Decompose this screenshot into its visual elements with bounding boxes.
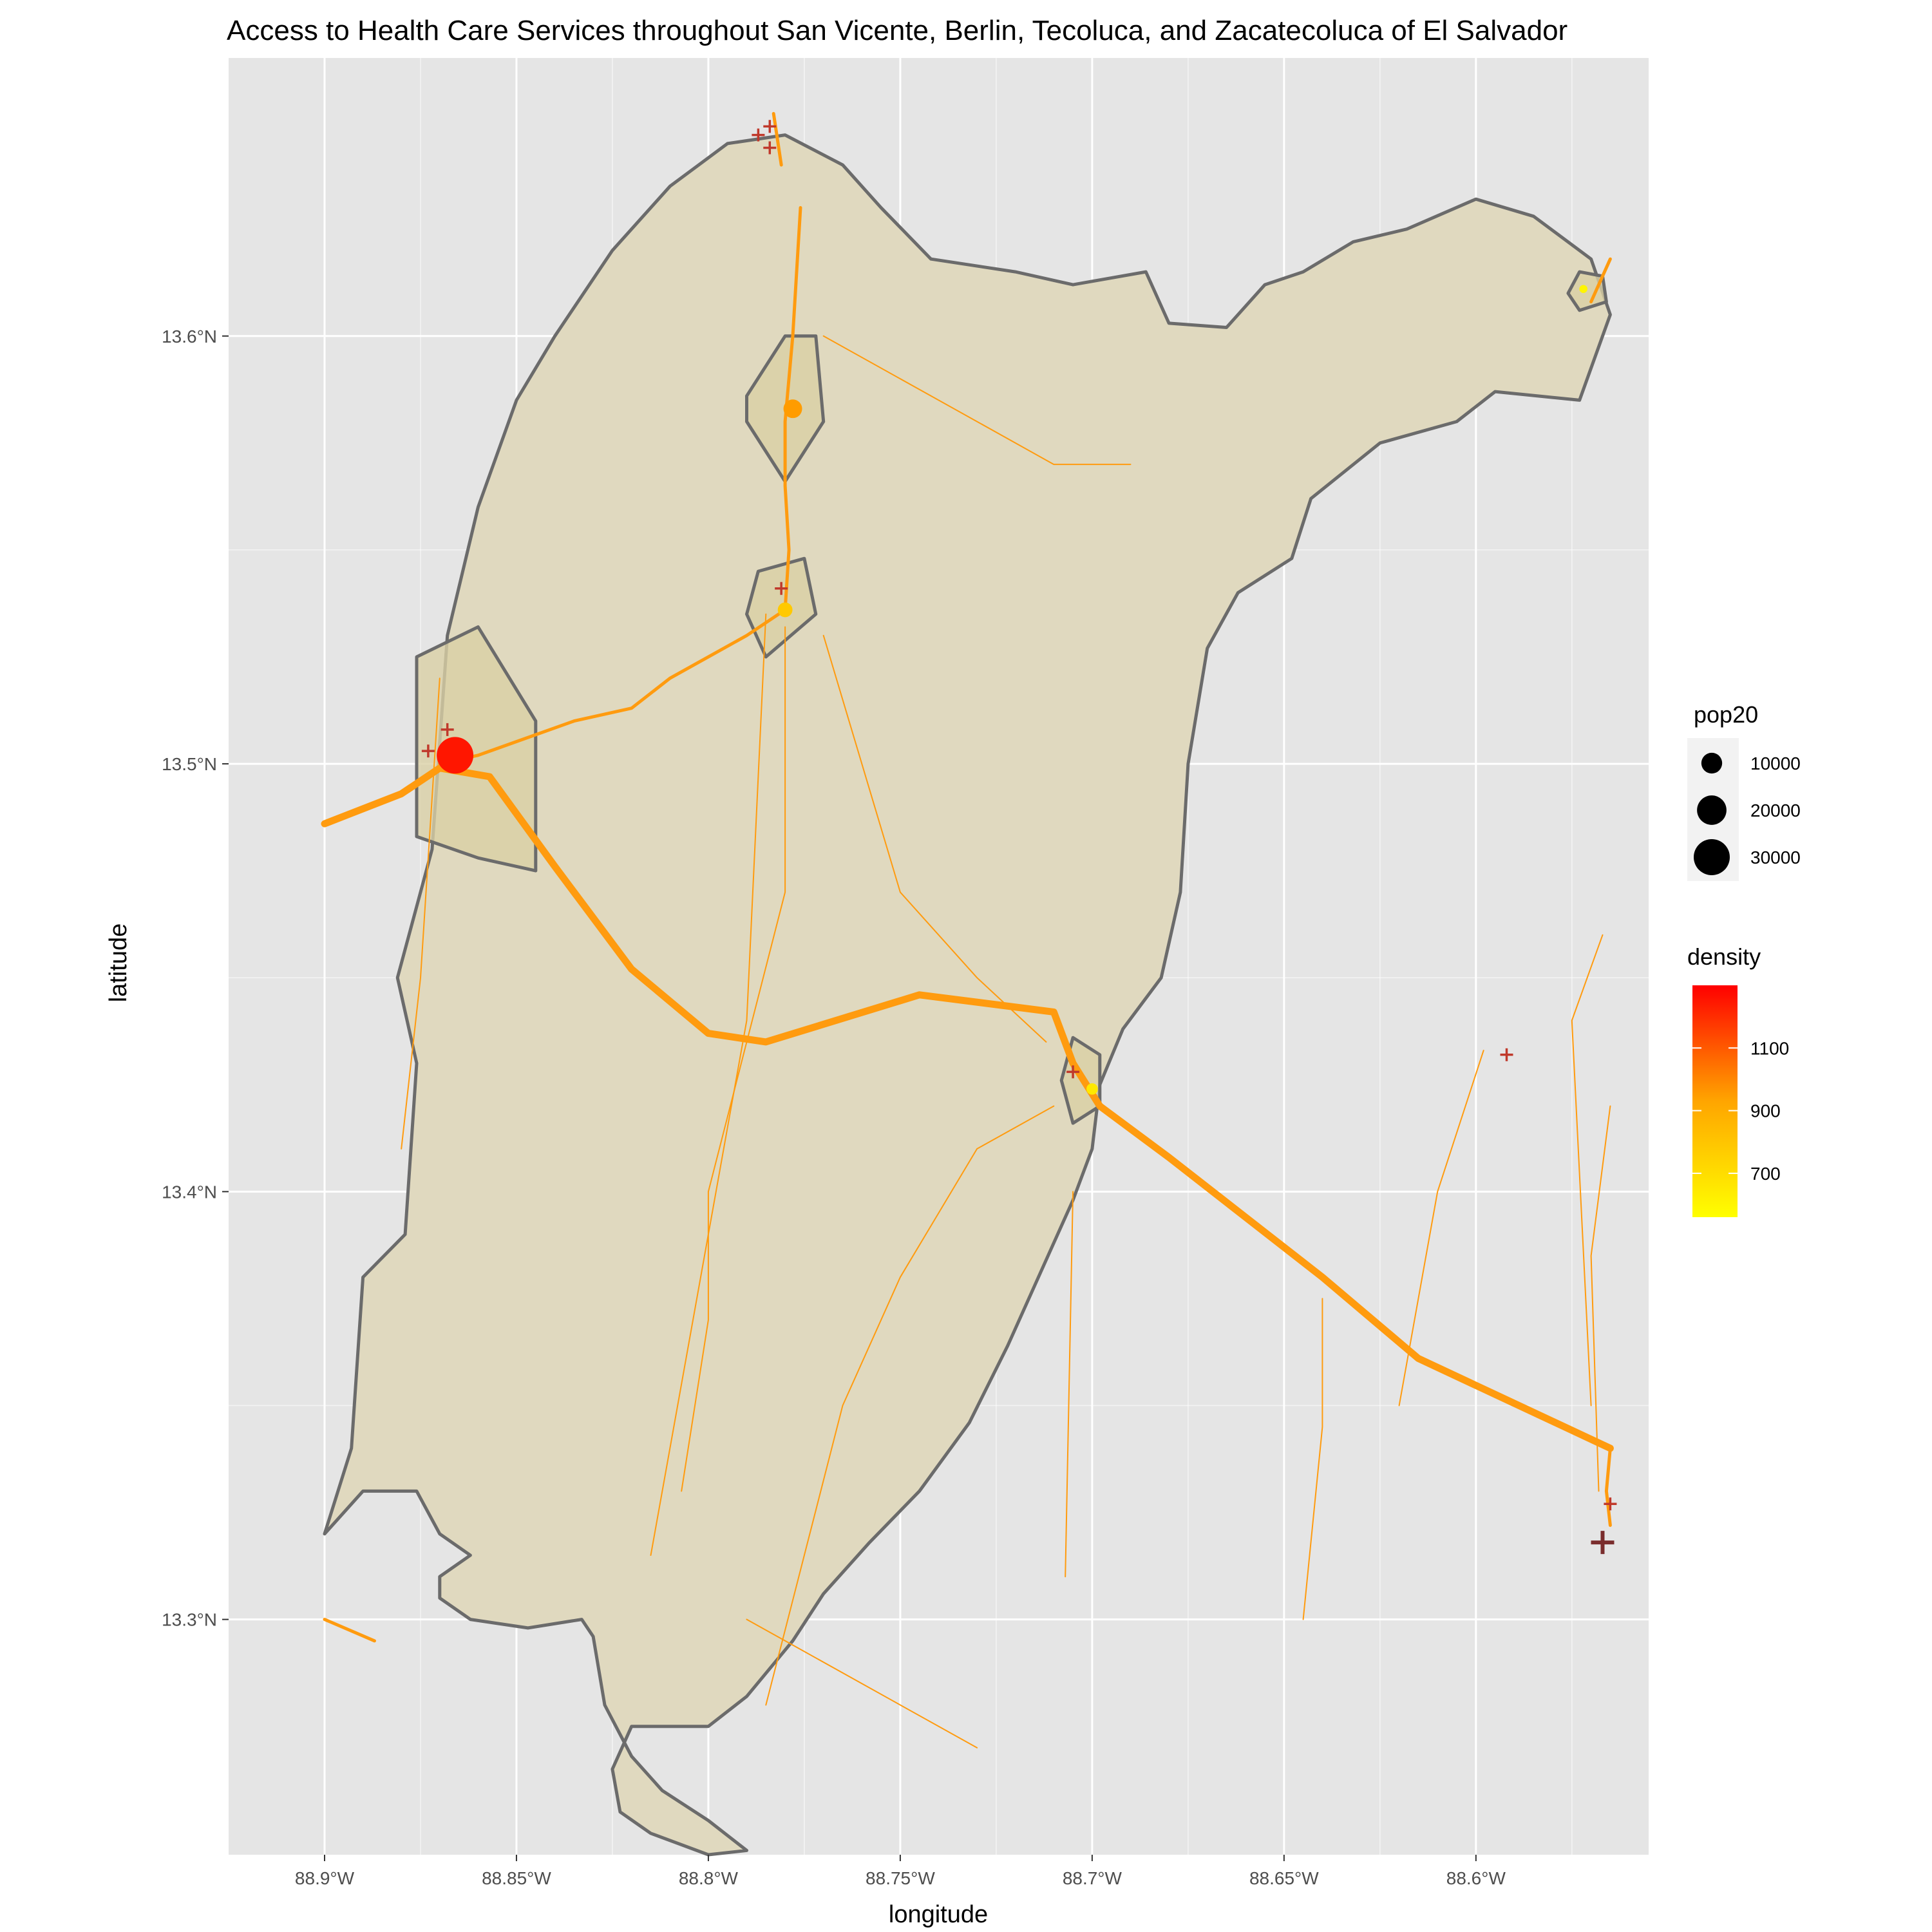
axes: 88.9°W 88.85°W 88.8°W 88.75°W 88.7°W 88.65°W 8… [162,327,1506,1888]
secondary-road [323,1618,376,1643]
health-facility-marker [421,744,435,758]
population-point [1086,1083,1098,1095]
minor-road [1302,1298,1323,1620]
main-road [321,764,1614,1452]
x-tick-label: 88.8°W [679,1868,739,1888]
legend-density-title: density [1687,943,1761,970]
health-facility-marker [752,128,765,142]
legend-density-label: 1100 [1750,1038,1789,1058]
municipality-boundary [323,133,1612,1857]
minor-road [765,1105,1055,1706]
population-point [1579,285,1587,293]
x-tick-label: 88.7°W [1063,1868,1122,1888]
population-point [783,399,802,419]
x-tick-label: 88.9°W [295,1868,355,1888]
map-title: Access to Health Care Services throughou… [227,15,1567,46]
minor-road [1590,1105,1611,1492]
health-facility-marker [1066,1065,1080,1079]
road-network [321,111,1614,1748]
health-facility-marker [1591,1531,1615,1555]
legend-colorbar [1692,985,1738,1217]
legend-density: density 1100 900 700 [1687,943,1789,1217]
legend-pop20: pop20 10000 20000 30000 [1687,701,1801,881]
legend-size-label: 30000 [1750,848,1801,867]
y-axis-title: latitude [105,923,132,1003]
minor-road [1398,1050,1484,1406]
urban-area [1566,270,1608,312]
minor-road [1571,934,1604,1406]
secondary-road [1604,1446,1612,1527]
minor-road [1065,1191,1074,1578]
y-tick-label: 13.4°N [162,1182,217,1202]
y-tick-label: 13.3°N [162,1610,217,1630]
x-axis-title: longitude [889,1901,988,1928]
population-point [437,737,474,774]
minor-road [746,1618,978,1748]
population-point [777,602,793,618]
minor-road [650,613,767,1556]
legend-size-swatch [1697,795,1727,825]
y-tick-label: 13.5°N [162,754,217,774]
population-points [437,285,1587,1095]
legend-density-label: 900 [1750,1101,1781,1121]
health-facility-marker [763,120,777,133]
health-facility-markers [421,120,1617,1555]
y-tick-label: 13.6°N [162,327,217,346]
x-tick-label: 88.6°W [1446,1868,1506,1888]
x-tick-label: 88.85°W [482,1868,551,1888]
minor-road [401,677,440,1150]
minor-road [822,335,1132,466]
minor-road [681,626,786,1492]
health-facility-marker [775,582,788,595]
legend-size-swatch [1701,752,1723,774]
legend-pop20-title: pop20 [1694,701,1758,728]
health-facility-marker [440,723,454,736]
x-tick-label: 88.75°W [866,1868,935,1888]
health-facility-marker [1604,1497,1617,1511]
secondary-road [772,111,783,167]
urban-area [415,625,538,873]
legend-size-label: 10000 [1750,753,1801,773]
legend-density-label: 700 [1750,1164,1781,1184]
secondary-road [1589,257,1612,304]
legend-size-label: 20000 [1750,800,1801,820]
health-facility-marker [763,141,777,155]
health-facility-marker [1500,1048,1513,1061]
x-tick-label: 88.65°W [1249,1868,1319,1888]
legend-size-swatch [1694,839,1730,875]
